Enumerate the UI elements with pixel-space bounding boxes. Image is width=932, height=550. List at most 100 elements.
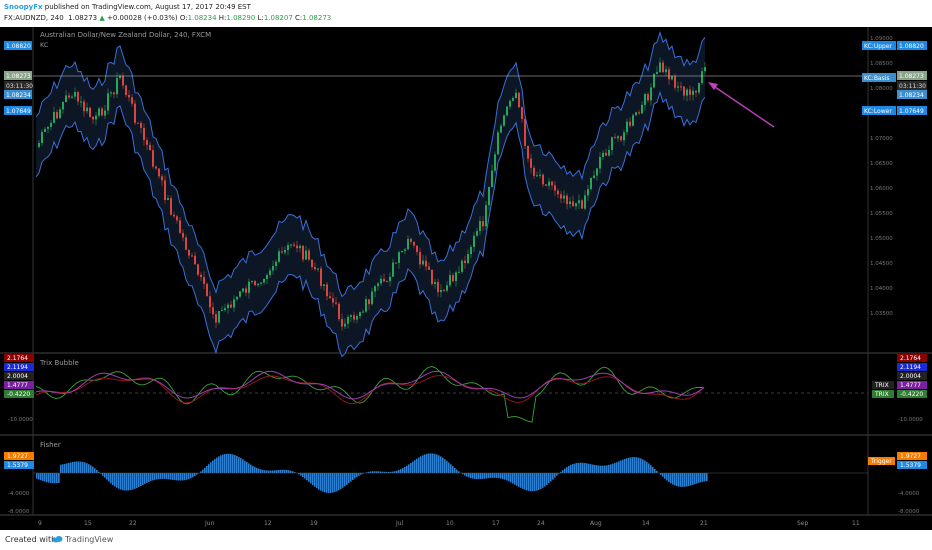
candle-body bbox=[665, 69, 667, 73]
fisher-bar bbox=[166, 473, 168, 480]
high-value: 1.08290 bbox=[226, 14, 256, 22]
fisher-bar bbox=[700, 473, 702, 483]
fisher-bar bbox=[164, 473, 166, 479]
fisher-bar bbox=[568, 465, 570, 473]
fisher-bar bbox=[464, 473, 466, 476]
fisher-bar bbox=[408, 464, 410, 473]
time-axis-label: 21 bbox=[700, 520, 708, 527]
fisher-bar bbox=[254, 466, 256, 473]
kc-lower-right-value: 1.07649 bbox=[899, 108, 924, 115]
fisher-bar bbox=[442, 457, 444, 473]
candle-body bbox=[170, 198, 172, 215]
trix-tag-value: -0.4220 bbox=[7, 391, 30, 398]
fisher-bar bbox=[222, 454, 224, 473]
candle-body bbox=[395, 262, 397, 264]
candle-body bbox=[467, 254, 469, 264]
fisher-bar bbox=[496, 473, 498, 478]
fisher-bar bbox=[374, 471, 376, 473]
fisher-bar bbox=[326, 473, 328, 493]
candle-body bbox=[599, 157, 601, 169]
candle-body bbox=[359, 312, 361, 317]
candle-body bbox=[80, 101, 82, 103]
fisher-bar bbox=[526, 473, 528, 491]
candle-body bbox=[119, 75, 121, 79]
main-right-tags: KC:Upper 1.08820 1.08273 KC:Basis 03:11:… bbox=[862, 41, 927, 115]
fisher-bar bbox=[284, 469, 286, 473]
candle-body bbox=[521, 107, 523, 120]
fisher-bar bbox=[74, 461, 76, 473]
trix-right-value: -0.4220 bbox=[900, 391, 923, 398]
fisher-bar bbox=[276, 470, 278, 473]
candle-body bbox=[326, 284, 328, 297]
fisher-bar bbox=[52, 473, 54, 484]
author-link[interactable]: SnoopyFx bbox=[4, 3, 43, 11]
candle-body bbox=[434, 282, 436, 285]
candle-body bbox=[602, 152, 604, 158]
fisher-bar bbox=[260, 469, 262, 473]
fisher-bar bbox=[428, 453, 430, 473]
fisher-bar bbox=[458, 471, 460, 473]
fisher-bar bbox=[578, 462, 580, 473]
fisher-bar bbox=[632, 457, 634, 473]
candle-body bbox=[533, 167, 535, 177]
fisher-bar bbox=[154, 473, 156, 480]
candle-body bbox=[341, 319, 343, 327]
fisher-bar bbox=[624, 458, 626, 473]
fisher-bar bbox=[686, 473, 688, 487]
tradingview-brand-link[interactable]: TradingView bbox=[65, 535, 114, 544]
time-axis[interactable]: 9 15 22 Jun 12 19 Jul 10 17 24 Aug 14 21 Sep 11 bbox=[38, 520, 860, 527]
candle-body bbox=[323, 284, 325, 286]
candle-body bbox=[317, 268, 319, 270]
fisher-bar bbox=[378, 471, 380, 473]
high-label: H: bbox=[218, 14, 227, 22]
fisher-bar bbox=[206, 466, 208, 473]
candle-body bbox=[470, 246, 472, 255]
candle-body bbox=[581, 200, 583, 209]
fisher-bar bbox=[462, 473, 464, 475]
keltner-channel bbox=[35, 30, 706, 358]
kc-basis-label-text: KC:Basis bbox=[864, 75, 890, 82]
fisher-bar bbox=[274, 470, 276, 473]
fisher-bar bbox=[290, 470, 292, 473]
fisher-bar bbox=[316, 473, 318, 489]
candle-body bbox=[290, 244, 292, 246]
chart-canvas[interactable]: 1.090001.085001.080001.075001.070001.065… bbox=[0, 27, 932, 530]
trix-tag bbox=[4, 372, 34, 380]
fisher-bar bbox=[124, 473, 126, 491]
chart-area[interactable]: 1.090001.085001.080001.075001.070001.065… bbox=[0, 27, 932, 530]
fisher-bar bbox=[444, 459, 446, 473]
fisher-bar bbox=[132, 473, 134, 490]
fisher-bar bbox=[494, 473, 496, 478]
candle-body bbox=[173, 214, 175, 217]
price-tick: 1.08500 bbox=[870, 61, 893, 67]
fisher-bar bbox=[608, 464, 610, 473]
fisher-bar bbox=[186, 473, 188, 480]
price-scale[interactable]: 1.090001.085001.080001.075001.070001.065… bbox=[870, 36, 893, 317]
candle-body bbox=[146, 140, 148, 145]
candle-body bbox=[572, 201, 574, 207]
fisher-bar bbox=[398, 469, 400, 473]
candle-body bbox=[680, 86, 682, 88]
fisher-bar bbox=[272, 470, 274, 473]
fisher-bar bbox=[490, 473, 492, 478]
fisher-bar bbox=[540, 473, 542, 490]
fisher-bar bbox=[294, 472, 296, 473]
last-price: 1.08273 bbox=[68, 14, 98, 22]
fisher-bar bbox=[666, 473, 668, 481]
fisher-bar bbox=[112, 473, 114, 485]
fisher-bar bbox=[144, 473, 146, 484]
fisher-bar bbox=[68, 462, 70, 473]
candle-body bbox=[389, 276, 391, 282]
fisher-bar bbox=[234, 455, 236, 473]
fisher-bar bbox=[142, 473, 144, 485]
fisher-bar bbox=[180, 473, 182, 481]
fisher-bar bbox=[480, 473, 482, 480]
candle-body bbox=[551, 181, 553, 186]
annotation-arrow[interactable] bbox=[708, 82, 775, 128]
candle-body bbox=[311, 259, 313, 268]
fisher-bar bbox=[152, 473, 154, 481]
candle-body bbox=[62, 102, 64, 110]
candle-body bbox=[212, 307, 214, 315]
fisher-bar bbox=[548, 473, 550, 484]
created-with-text: Created with bbox=[5, 535, 57, 544]
